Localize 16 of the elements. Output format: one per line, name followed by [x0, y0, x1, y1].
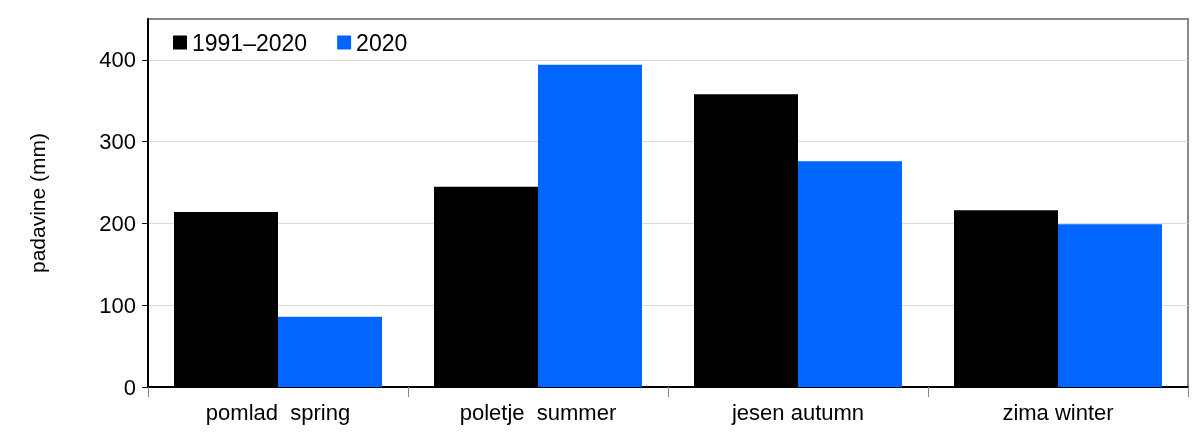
- x-tick-label: pomlad spring: [205, 399, 351, 425]
- legend-label: 1991–2020: [192, 29, 308, 56]
- bar: [278, 316, 382, 387]
- y-tick-label: 100: [99, 292, 136, 318]
- bar: [1058, 224, 1162, 387]
- legend-label: 2020: [356, 29, 408, 56]
- y-tick-label: 0: [123, 374, 136, 400]
- x-tick-label: jesen autumn: [730, 399, 865, 425]
- bar: [798, 161, 902, 387]
- y-tick-label: 200: [99, 210, 136, 236]
- y-tick-label: 300: [99, 129, 136, 155]
- y-tick-label: 400: [99, 47, 136, 73]
- bar: [538, 64, 642, 387]
- x-tick-label: zima winter: [1002, 399, 1114, 425]
- y-axis-title: padavine (mm): [26, 132, 49, 274]
- x-tick-label: poletje summer: [459, 399, 617, 425]
